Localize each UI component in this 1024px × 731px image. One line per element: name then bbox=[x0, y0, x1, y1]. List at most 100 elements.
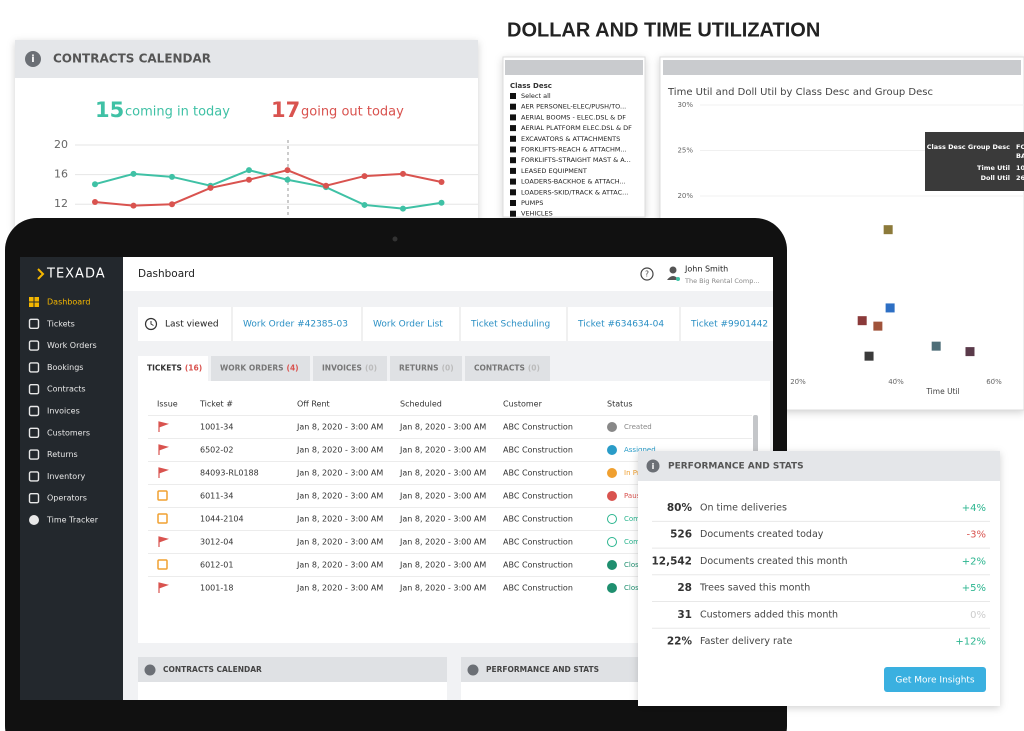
cell: Jan 8, 2020 - 3:00 AM bbox=[399, 423, 486, 432]
cell: 3012-04 bbox=[200, 538, 233, 547]
status-icon bbox=[607, 491, 617, 501]
tab-label[interactable]: TICKETS (16) bbox=[147, 364, 202, 373]
filter-item[interactable]: VEHICLES bbox=[521, 210, 553, 218]
filter-item[interactable]: EXCAVATORS & ATTACHMENTS bbox=[521, 135, 620, 143]
nav-item[interactable]: Dashboard bbox=[47, 298, 90, 307]
insights-button-label[interactable]: Get More Insights bbox=[895, 676, 975, 686]
filter-item[interactable]: FORKLIFTS-REACH & ATTACHM... bbox=[521, 146, 627, 154]
avatar[interactable] bbox=[669, 266, 677, 274]
stat-label: On time deliveries bbox=[700, 503, 787, 514]
section-title: DOLLAR AND TIME UTILIZATION bbox=[507, 19, 820, 41]
cell: Jan 8, 2020 - 3:00 AM bbox=[296, 492, 383, 501]
cell: Jan 8, 2020 - 3:00 AM bbox=[296, 446, 383, 455]
stat-value: 80% bbox=[667, 502, 693, 514]
checkbox[interactable] bbox=[510, 200, 516, 206]
tab[interactable] bbox=[138, 356, 208, 381]
checkbox[interactable] bbox=[510, 178, 516, 185]
tooltip-value: BA bbox=[1016, 152, 1024, 160]
column-header: Off Rent bbox=[297, 400, 330, 409]
tab[interactable] bbox=[465, 356, 550, 381]
help-icon[interactable] bbox=[640, 267, 654, 281]
checkbox[interactable] bbox=[510, 103, 516, 110]
recent-link[interactable]: Ticket #9901442 bbox=[690, 320, 768, 330]
nav-item[interactable]: Bookings bbox=[47, 363, 83, 372]
checkbox[interactable] bbox=[510, 93, 516, 99]
status-icon bbox=[607, 537, 617, 547]
tab[interactable] bbox=[390, 356, 462, 381]
recent-link[interactable]: Ticket Scheduling bbox=[470, 320, 550, 330]
filter-item[interactable]: AER PERSONEL-ELEC/PUSH/TO... bbox=[521, 103, 626, 111]
nav-item[interactable]: Customers bbox=[47, 428, 90, 437]
chart-title: Time Util and Doll Util by Class Desc an… bbox=[667, 87, 933, 98]
nav-item[interactable]: Tickets bbox=[46, 319, 75, 328]
point bbox=[246, 176, 252, 183]
status-icon bbox=[607, 468, 617, 478]
nav-item[interactable]: Contracts bbox=[47, 385, 86, 394]
checkbox[interactable] bbox=[510, 146, 516, 153]
stat-label: Trees saved this month bbox=[699, 583, 810, 594]
filter-item[interactable]: PUMPS bbox=[521, 199, 543, 207]
nav-item[interactable]: Returns bbox=[47, 450, 78, 459]
cell: 84093-RL0188 bbox=[200, 469, 259, 478]
tab-label[interactable]: INVOICES (0) bbox=[322, 364, 377, 373]
last-viewed-links: Work Order #42385-03 Work Order List Ticke… bbox=[231, 307, 768, 341]
tab[interactable] bbox=[211, 356, 310, 381]
recent-link[interactable]: Ticket #634634-04 bbox=[577, 320, 664, 330]
point bbox=[965, 347, 975, 357]
nav-icon bbox=[34, 302, 39, 307]
tooltip: Class Desc Group Desc FC BA Time Util 10… bbox=[925, 132, 1024, 191]
insights-button[interactable] bbox=[884, 667, 986, 692]
last-viewed-label: Last viewed bbox=[165, 320, 219, 330]
performance-card: i PERFORMANCE AND STATS 80% On time deliv… bbox=[638, 451, 1000, 706]
tickets-table: Issue Ticket # Off Rent Scheduled Customer St… bbox=[148, 400, 752, 593]
tooltip-label: Time Util bbox=[977, 164, 1010, 172]
tab[interactable] bbox=[313, 356, 387, 381]
point bbox=[169, 201, 175, 208]
point bbox=[246, 167, 252, 174]
stat-change: +4% bbox=[962, 503, 986, 514]
point bbox=[284, 167, 291, 174]
nav-icon bbox=[28, 384, 40, 395]
filter-item[interactable]: LEASED EQUIPMENT bbox=[521, 167, 587, 175]
recent-link[interactable]: Work Order #42385-03 bbox=[243, 320, 348, 330]
filter-item[interactable]: AERIAL BOOMS - ELEC.DSL & DF bbox=[521, 113, 626, 121]
point bbox=[400, 205, 406, 212]
checkbox[interactable] bbox=[510, 157, 516, 164]
point bbox=[130, 170, 137, 177]
checkbox[interactable] bbox=[510, 167, 516, 174]
help-glyph: ? bbox=[645, 270, 649, 279]
stat-label: Documents created today bbox=[700, 529, 824, 540]
cell: Jan 8, 2020 - 3:00 AM bbox=[399, 584, 486, 593]
tab-label[interactable]: WORK ORDERS (4) bbox=[220, 364, 299, 373]
checkbox[interactable] bbox=[510, 189, 516, 196]
filter-item[interactable]: LOADERS-SKID/TRACK & ATTAC... bbox=[521, 188, 628, 196]
cell: 6011-34 bbox=[200, 492, 233, 501]
user-name: John Smith bbox=[684, 265, 728, 274]
nav-item[interactable]: Time Tracker bbox=[46, 516, 99, 525]
filter-item[interactable]: LOADERS-BACKHOE & ATTACH... bbox=[521, 178, 626, 186]
point bbox=[438, 199, 445, 206]
checkbox[interactable] bbox=[510, 114, 516, 121]
top-bar bbox=[123, 257, 773, 291]
point bbox=[361, 201, 368, 208]
nav-item[interactable]: Inventory bbox=[47, 472, 85, 481]
x-tick-label: 40% bbox=[888, 378, 904, 386]
filter-item[interactable]: FORKLIFTS-STRAIGHT MAST & A... bbox=[521, 156, 631, 164]
nav-item[interactable]: Operators bbox=[47, 494, 87, 503]
point bbox=[885, 303, 895, 313]
checkbox[interactable] bbox=[510, 125, 516, 132]
cell: ABC Construction bbox=[503, 446, 573, 455]
filter-item[interactable]: Select all bbox=[521, 92, 551, 100]
point bbox=[169, 173, 175, 180]
nav-item[interactable]: Work Orders bbox=[47, 341, 97, 350]
mini-card-title: CONTRACTS CALENDAR bbox=[163, 665, 262, 674]
card-header bbox=[638, 451, 1000, 481]
tab-label[interactable]: CONTRACTS (0) bbox=[474, 364, 540, 373]
tab-label[interactable]: RETURNS (0) bbox=[399, 364, 454, 373]
recent-link[interactable]: Work Order List bbox=[373, 320, 443, 330]
cell: Jan 8, 2020 - 3:00 AM bbox=[296, 423, 383, 432]
checkbox[interactable] bbox=[510, 135, 516, 142]
filter-item[interactable]: AERIAL PLATFORM ELEC.DSL & DF bbox=[521, 124, 632, 132]
nav-item[interactable]: Invoices bbox=[47, 407, 80, 416]
checkbox[interactable] bbox=[510, 210, 516, 217]
